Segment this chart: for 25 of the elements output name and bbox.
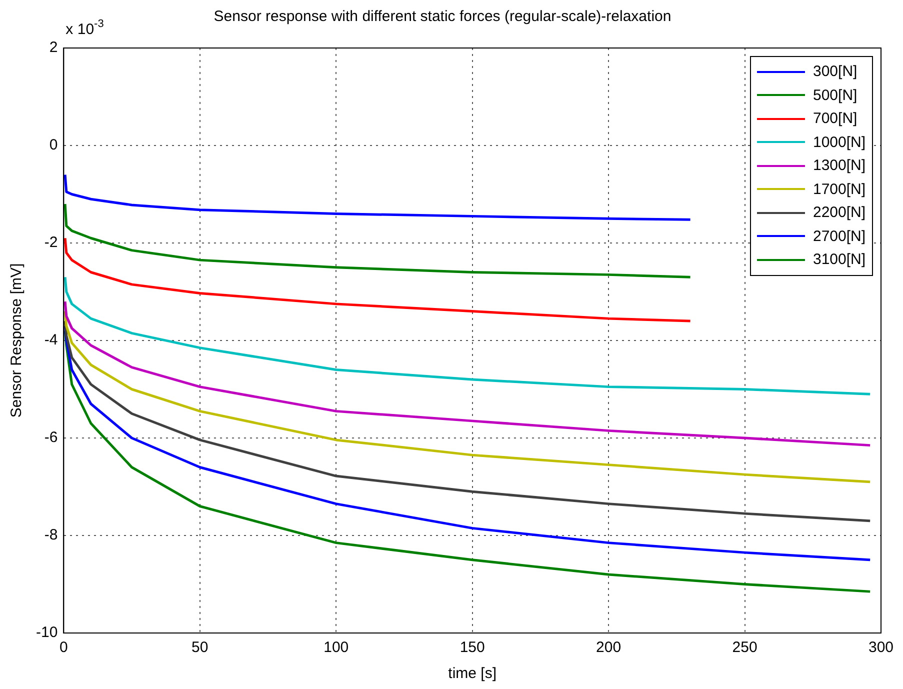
legend-label: 700[N] bbox=[813, 110, 858, 128]
y-tick-label: -6 bbox=[44, 429, 58, 446]
y-axis-title: Sensor Response [mV] bbox=[8, 263, 26, 418]
x-tick-label: 250 bbox=[732, 639, 758, 656]
x-tick-label: 150 bbox=[460, 639, 485, 656]
y-tick-label: -2 bbox=[44, 234, 58, 252]
y-tick-label: -8 bbox=[44, 526, 58, 544]
chart-title: Sensor response with different static forces (regular-scale)-relaxation bbox=[214, 8, 672, 26]
legend-label: 500[N] bbox=[813, 86, 858, 104]
x-tick-label: 50 bbox=[192, 639, 208, 656]
y-tick-label: 2 bbox=[49, 39, 58, 56]
legend-label: 1000[N] bbox=[813, 134, 866, 151]
y-tick-label: -10 bbox=[36, 624, 58, 642]
legend-label: 2700[N] bbox=[813, 228, 866, 245]
legend-label: 1300[N] bbox=[813, 157, 866, 174]
legend-label: 300[N] bbox=[813, 63, 858, 80]
x-axis-title: time [s] bbox=[448, 665, 497, 682]
x-tick-label: 200 bbox=[596, 639, 622, 656]
x-tick-label: 300 bbox=[868, 639, 894, 656]
y-tick-label: -4 bbox=[44, 332, 58, 349]
legend-label: 3100[N] bbox=[813, 251, 866, 268]
legend-label: 1700[N] bbox=[813, 180, 866, 198]
x-tick-label: 100 bbox=[324, 639, 349, 656]
y-tick-label: 0 bbox=[49, 136, 58, 154]
legend-label: 2200[N] bbox=[813, 204, 866, 222]
